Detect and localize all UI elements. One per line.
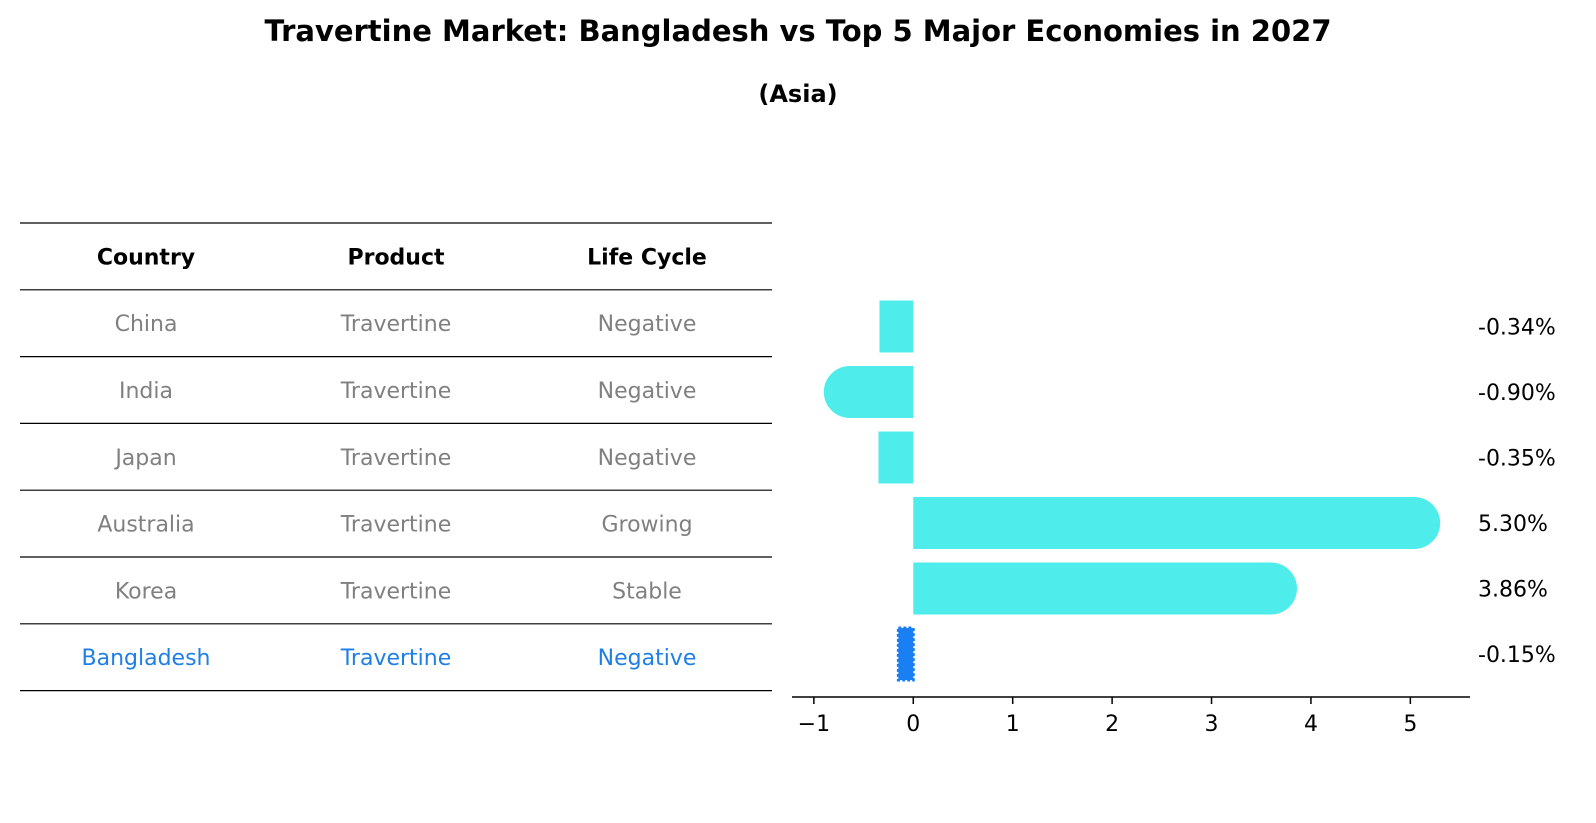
table-header-cell: Product [347,245,445,270]
bar-value-label: -0.90% [1478,381,1556,406]
x-tick-label: 1 [1006,712,1020,737]
table-cell: India [119,379,173,404]
x-tick-label: −1 [798,712,830,737]
bar-value-label: 3.86% [1478,578,1548,603]
bar [823,366,914,418]
table-cell: China [115,312,178,337]
bar-value-label: 5.30% [1478,512,1548,537]
table-cell: Travertine [340,513,452,538]
bar [878,431,914,484]
x-tick-label: 2 [1105,712,1119,737]
table-cell: Growing [601,513,692,538]
table-cell: Negative [598,446,697,471]
table-cell: Australia [97,513,194,538]
bar-value-label: -0.15% [1478,643,1556,668]
bar [913,497,1441,549]
chart-title: Travertine Market: Bangladesh vs Top 5 M… [264,14,1332,48]
data-table: Country Product Life Cycle China Travertine N… [20,222,772,692]
x-tick-label: 3 [1205,712,1219,737]
table-cell: Travertine [340,446,452,471]
x-tick-label: 5 [1403,712,1417,737]
table-cell-highlight: Negative [598,646,697,671]
bar-bangladesh [896,626,915,682]
table-cell-highlight: Bangladesh [82,646,211,671]
table-cell: Travertine [340,379,452,404]
table-cell: Stable [612,579,682,604]
table-cell: Japan [113,446,176,471]
table-cell: Korea [115,579,177,604]
table-cell: Negative [598,379,697,404]
chart-subtitle: (Asia) [758,80,838,108]
bar-value-label: -0.35% [1478,447,1556,472]
table-header-cell: Life Cycle [587,245,707,270]
table-cell-highlight: Travertine [340,646,452,671]
x-tick-label: 4 [1304,712,1318,737]
bar [879,300,914,353]
x-tick-label: 0 [906,712,920,737]
table-header-cell: Country [97,245,195,270]
bar-value-label: -0.34% [1478,316,1556,341]
table-cell: Negative [598,312,697,337]
table-cell: Travertine [340,312,452,337]
bar [913,562,1298,615]
table-cell: Travertine [340,579,452,604]
bar-chart: -0.34% -0.90% -0.35% 5.30% 3.86% -0.15% −1 0 1 2 3… [792,300,1556,737]
